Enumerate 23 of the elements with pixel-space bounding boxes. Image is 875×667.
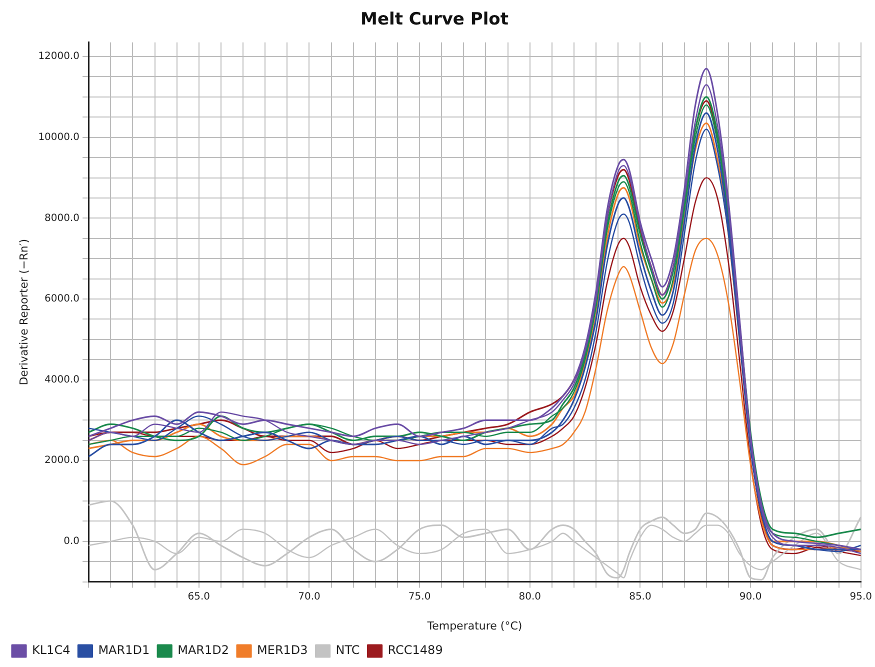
legend-label: MAR1D2	[178, 643, 230, 658]
y-tick-label: 2000.0	[44, 455, 80, 466]
legend-label: NTC	[336, 643, 360, 658]
y-tick-label: 12000.0	[38, 51, 80, 62]
x-axis-title: Temperature (°C)	[426, 619, 522, 632]
x-tick-label: 75.0	[408, 591, 431, 602]
x-tick-label: 80.0	[518, 591, 542, 602]
legend-label: KL1C4	[32, 643, 70, 658]
x-tick-label: 95.0	[850, 591, 872, 602]
legend-label: MAR1D1	[98, 643, 150, 658]
chart-title: Melt Curve Plot	[360, 10, 508, 30]
legend-label: RCC1489	[388, 643, 443, 658]
x-tick-label: 85.0	[629, 591, 652, 602]
y-axis-title: Derivative Reporter (−Rn′)	[17, 238, 30, 386]
y-tick-label: 8000.0	[44, 212, 80, 224]
y-tick-label: 0.0	[64, 536, 80, 547]
x-tick-label: 65.0	[188, 591, 210, 602]
y-tick-label: 4000.0	[44, 374, 80, 386]
y-tick-label: 6000.0	[44, 294, 80, 305]
x-tick-label: 70.0	[298, 591, 320, 602]
y-tick-label: 10000.0	[38, 132, 80, 143]
x-tick-label: 90.0	[739, 591, 762, 602]
legend-label: MER1D3	[257, 643, 308, 658]
